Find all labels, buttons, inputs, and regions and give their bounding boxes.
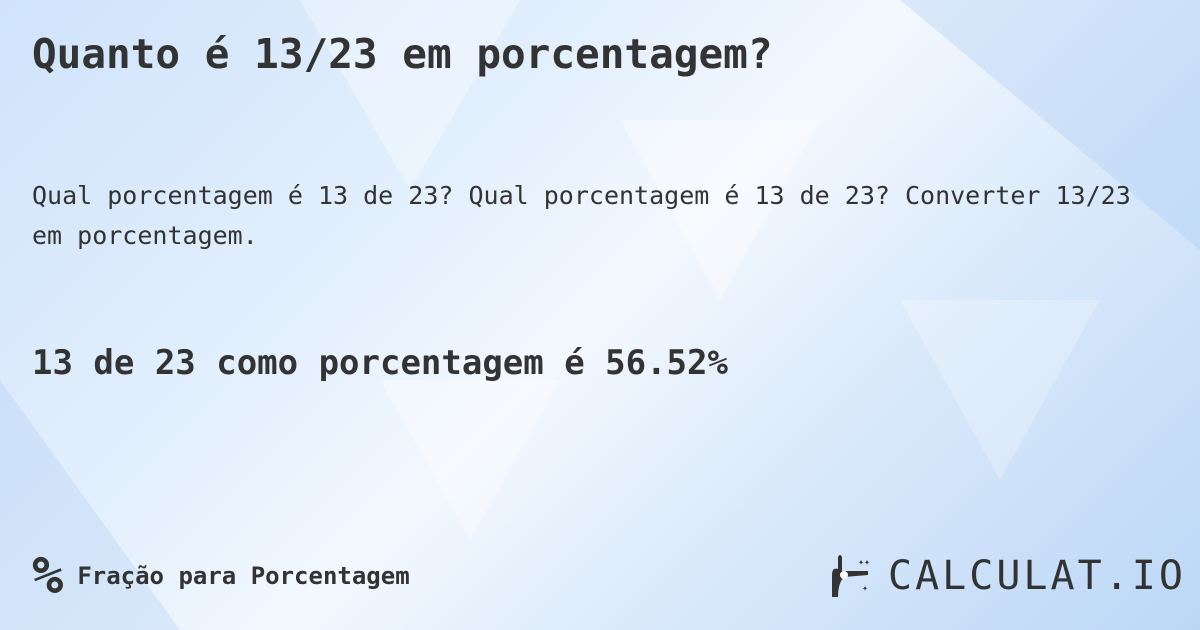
page-title: Quanto é 13/23 em porcentagem?: [32, 30, 773, 78]
magic-hand-icon: ✦✦ ✦: [832, 555, 870, 597]
result-text: 13 de 23 como porcentagem é 56.52%: [32, 343, 728, 383]
svg-text:✦✦: ✦✦: [858, 557, 870, 568]
description: Qual porcentagem é 13 de 23? Qual porcen…: [32, 181, 1131, 250]
percent-icon: %: [32, 546, 64, 606]
calculat-io-logo: ✦✦ ✦ CALCULAT.IO: [828, 553, 1186, 599]
logo-text: CALCULAT.IO: [888, 553, 1186, 599]
category-label: % Fração para Porcentagem: [32, 548, 410, 604]
category-name: Fração para Porcentagem: [77, 562, 410, 590]
svg-text:✦: ✦: [862, 583, 868, 594]
